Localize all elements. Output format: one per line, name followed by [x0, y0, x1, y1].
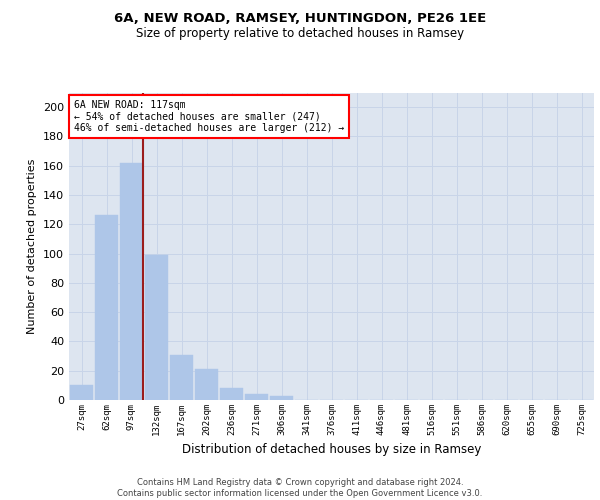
Bar [145, 255, 168, 400]
X-axis label: Distribution of detached houses by size in Ramsey: Distribution of detached houses by size … [182, 444, 481, 456]
Bar [120, 163, 143, 400]
Y-axis label: Number of detached properties: Number of detached properties [28, 158, 37, 334]
Bar [195, 369, 218, 400]
Bar [270, 396, 293, 400]
Text: 6A NEW ROAD: 117sqm
← 54% of detached houses are smaller (247)
46% of semi-detac: 6A NEW ROAD: 117sqm ← 54% of detached ho… [74, 100, 344, 134]
Bar [70, 386, 93, 400]
Bar [220, 388, 243, 400]
Text: Contains HM Land Registry data © Crown copyright and database right 2024.
Contai: Contains HM Land Registry data © Crown c… [118, 478, 482, 498]
Bar [95, 216, 118, 400]
Bar [245, 394, 268, 400]
Text: Size of property relative to detached houses in Ramsey: Size of property relative to detached ho… [136, 28, 464, 40]
Text: 6A, NEW ROAD, RAMSEY, HUNTINGDON, PE26 1EE: 6A, NEW ROAD, RAMSEY, HUNTINGDON, PE26 1… [114, 12, 486, 26]
Bar [170, 354, 193, 400]
